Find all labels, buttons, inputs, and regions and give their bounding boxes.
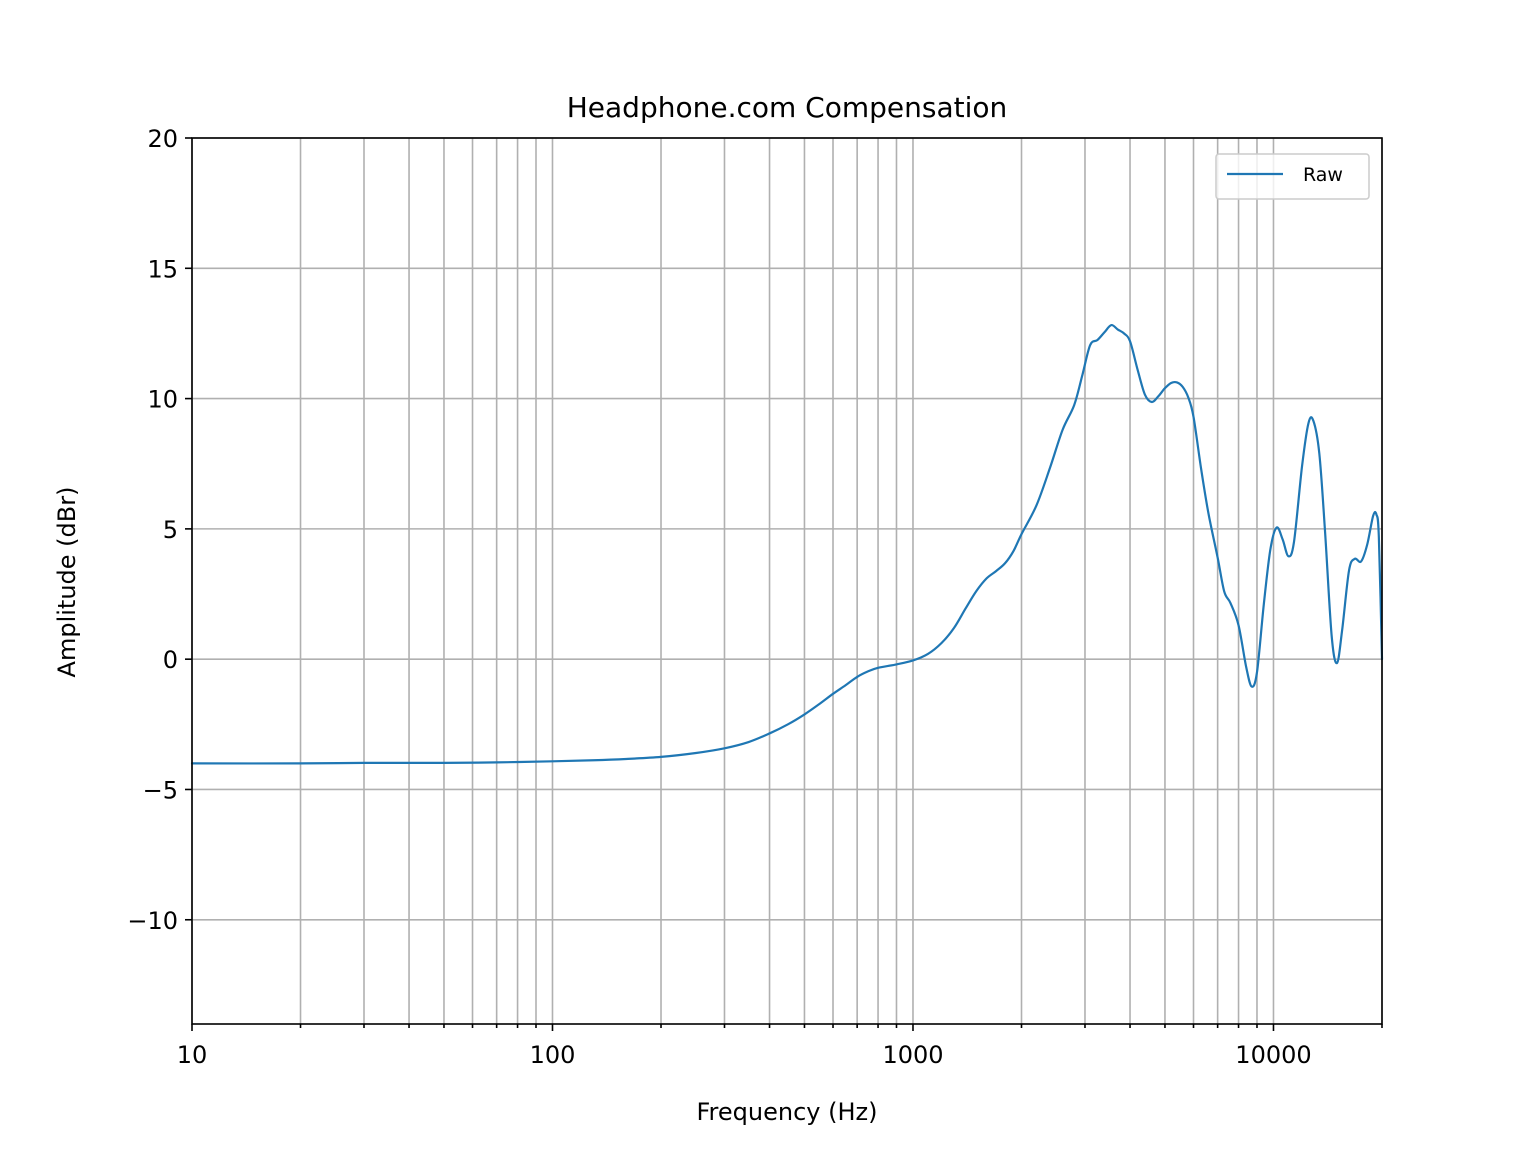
x-axis-label: Frequency (Hz) <box>697 1098 878 1126</box>
chart-title: Headphone.com Compensation <box>567 91 1008 124</box>
y-tick-label: 15 <box>147 255 178 283</box>
legend-label-raw: Raw <box>1303 164 1343 186</box>
grid-layer <box>191 137 1383 1024</box>
x-tick-label: 10 <box>177 1041 208 1069</box>
y-tick-label: −5 <box>143 776 178 804</box>
y-axis-label: Amplitude (dBr) <box>53 487 81 678</box>
y-tick-label: 10 <box>147 386 178 414</box>
y-tick-label: 5 <box>163 516 178 544</box>
x-tick-label: 10000 <box>1235 1041 1311 1069</box>
series-line-raw <box>190 323 1384 765</box>
y-tick-label: 20 <box>147 125 178 153</box>
x-tick-label: 100 <box>530 1041 576 1069</box>
x-tick-label: 1000 <box>882 1041 943 1069</box>
plot-frame <box>191 137 1383 1025</box>
legend-frame <box>1215 153 1370 200</box>
axes-layer: −10 −5 0 5 10 15 20 10 100 1000 10000 <box>127 125 1383 1069</box>
y-tick-label: 0 <box>163 646 178 674</box>
y-tick-label: −10 <box>127 907 178 935</box>
line-layer <box>190 323 1384 765</box>
legend: Raw <box>1215 153 1370 200</box>
